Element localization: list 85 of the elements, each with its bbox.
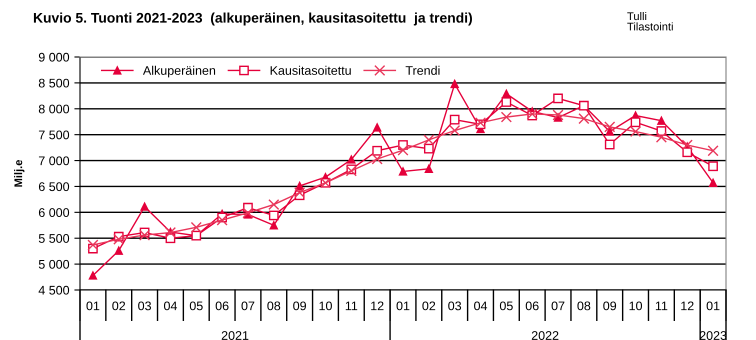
point [578, 113, 590, 124]
point [450, 114, 460, 125]
point [708, 178, 718, 187]
point [268, 210, 279, 220]
point [372, 123, 382, 132]
x-tick-label: 12 [681, 301, 694, 310]
x-tick-label: 04 [164, 301, 178, 310]
x-tick-label: 01 [396, 301, 410, 310]
point [604, 121, 616, 132]
point [500, 112, 512, 123]
point [270, 221, 278, 230]
y-axis-title: Milj.e [14, 160, 24, 187]
x-tick-label: 07 [241, 301, 254, 310]
y-tick-label: 6 500 [38, 182, 70, 192]
legend-label: Alkuperäinen [142, 66, 216, 78]
x-tick-label: 05 [500, 301, 513, 310]
y-tick-label: 5 000 [38, 260, 70, 269]
x-tick-label: 06 [216, 301, 229, 310]
x-tick-label: 06 [526, 301, 539, 310]
legend-label: Kausitasoitettu [270, 66, 351, 75]
point [139, 230, 150, 241]
x-tick-label: 08 [267, 301, 280, 310]
x-tick-label: 11 [346, 302, 358, 310]
y-tick-label: 5 500 [38, 234, 70, 243]
chart-title: Kuvio 5. Tuonti 2021-2023 (alkuperäinen, kausitasoitettu ja trendi) [34, 12, 472, 26]
point [424, 164, 434, 174]
legend-label: Trendi [406, 66, 440, 75]
x-tick-label: 10 [630, 301, 642, 310]
x-tick-label: 09 [603, 301, 616, 310]
point [114, 246, 123, 255]
y-tick-label: 7 500 [38, 130, 70, 140]
point [553, 94, 563, 104]
y-tick-label: 8 500 [38, 78, 70, 88]
point [423, 134, 434, 146]
x-tick-label: 01 [706, 301, 720, 310]
point [606, 127, 614, 136]
x-tick-label: 01 [86, 301, 100, 310]
point [190, 222, 202, 233]
point [604, 140, 615, 150]
y-tick-label: 9 000 [38, 52, 70, 62]
point [87, 239, 98, 251]
point [397, 144, 409, 156]
x-tick-label: 09 [293, 301, 306, 310]
y-tick-label: 7 000 [38, 156, 70, 166]
x-tick-label: 10 [319, 301, 332, 310]
point [140, 202, 149, 211]
text: 2021 [222, 331, 248, 340]
x-tick-label: 04 [474, 301, 488, 310]
point [682, 139, 693, 151]
point [424, 144, 434, 154]
y-tick-label: 8 000 [38, 104, 70, 114]
y-tick-label: 4 500 [38, 286, 70, 295]
point [552, 109, 564, 121]
point [372, 153, 383, 165]
x-tick-label: 03 [448, 301, 462, 310]
x-tick-label: 07 [552, 301, 564, 310]
y-tick-label: 6 000 [38, 208, 70, 217]
point [450, 80, 459, 88]
x-tick-label: 03 [138, 301, 152, 310]
point [113, 234, 124, 245]
point [708, 161, 718, 172]
x-tick-label: 12 [371, 301, 384, 310]
x-tick-label: 02 [112, 301, 126, 310]
point [449, 124, 460, 136]
point [630, 126, 642, 138]
point [88, 271, 98, 280]
point [630, 117, 640, 128]
x-tick-label: 11 [656, 302, 668, 310]
text: Tulli Tilastointi [627, 12, 673, 31]
x-tick-label: 05 [190, 301, 203, 310]
point [526, 108, 538, 120]
point [295, 182, 304, 190]
x-tick-label: 08 [577, 301, 590, 310]
point [216, 214, 228, 226]
x-tick-label: 02 [422, 301, 436, 310]
point [657, 116, 666, 125]
point [656, 132, 667, 143]
point [502, 97, 512, 107]
text: 2022 [532, 331, 558, 340]
point [294, 187, 306, 198]
point [268, 199, 280, 210]
point [708, 145, 719, 156]
point [372, 146, 382, 156]
point [347, 155, 356, 164]
point [398, 167, 408, 176]
